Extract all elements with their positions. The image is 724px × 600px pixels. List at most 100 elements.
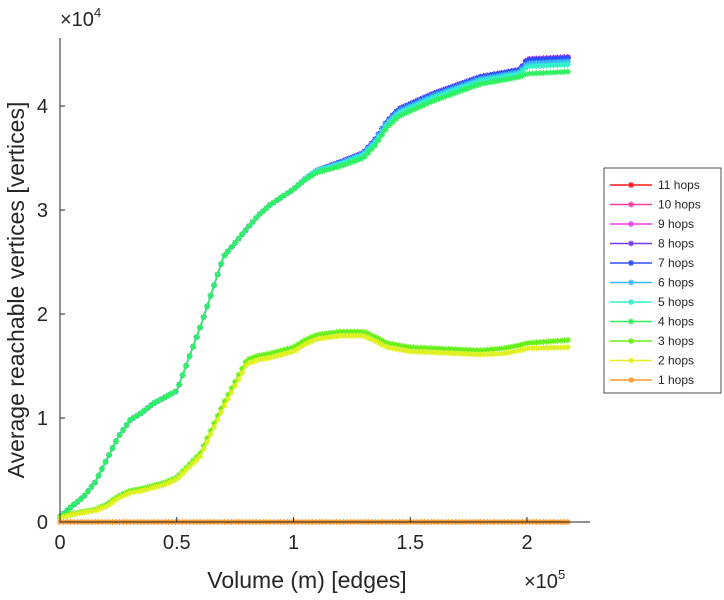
series-line bbox=[59, 56, 570, 518]
x-tick-label: 1 bbox=[288, 532, 299, 554]
data-point-marker bbox=[424, 97, 431, 104]
legend-label: 11 hops bbox=[658, 178, 700, 192]
data-point-marker bbox=[459, 87, 466, 94]
data-point-marker bbox=[386, 119, 393, 126]
data-point-marker bbox=[67, 504, 74, 511]
data-point-marker bbox=[361, 329, 368, 336]
data-point-marker bbox=[221, 252, 228, 259]
data-point-marker bbox=[417, 103, 424, 110]
data-point-marker bbox=[337, 328, 344, 335]
data-point-marker bbox=[459, 350, 466, 357]
series-6-hops bbox=[57, 58, 571, 520]
data-point-marker bbox=[554, 61, 561, 68]
legend-label: 8 hops bbox=[658, 237, 694, 251]
data-point-marker bbox=[200, 442, 207, 449]
data-point-marker bbox=[162, 481, 169, 488]
legend-marker bbox=[628, 377, 634, 383]
series-8-hops bbox=[57, 54, 571, 520]
data-point-marker bbox=[540, 69, 547, 76]
legend-item: 1 hops bbox=[610, 373, 694, 387]
data-point-marker bbox=[547, 56, 554, 63]
data-point-marker bbox=[386, 340, 393, 347]
data-point-marker bbox=[529, 339, 536, 346]
data-point-marker bbox=[200, 446, 207, 453]
series-line bbox=[59, 57, 570, 518]
series-line bbox=[59, 56, 570, 518]
data-point-marker bbox=[435, 345, 442, 352]
data-point-marker bbox=[547, 62, 554, 69]
data-point-marker bbox=[109, 499, 116, 506]
data-point-marker bbox=[400, 347, 407, 354]
data-point-marker bbox=[554, 337, 561, 344]
data-point-marker bbox=[305, 174, 312, 181]
data-point-marker bbox=[379, 337, 386, 344]
data-point-marker bbox=[242, 227, 249, 234]
data-point-marker bbox=[494, 78, 501, 85]
data-point-marker bbox=[354, 328, 361, 335]
data-point-marker bbox=[445, 350, 452, 357]
series-5-hops bbox=[57, 61, 571, 520]
data-point-marker bbox=[319, 331, 326, 338]
data-point-marker bbox=[431, 349, 438, 356]
data-point-marker bbox=[127, 417, 134, 424]
data-point-marker bbox=[407, 108, 414, 115]
data-point-marker bbox=[281, 350, 288, 357]
data-point-marker bbox=[519, 72, 526, 79]
data-point-marker bbox=[323, 167, 330, 174]
data-point-marker bbox=[382, 339, 389, 346]
data-point-marker bbox=[466, 351, 473, 358]
data-point-marker bbox=[547, 69, 554, 76]
data-point-marker bbox=[109, 445, 116, 452]
data-point-marker bbox=[410, 348, 417, 355]
data-point-marker bbox=[554, 69, 561, 76]
data-point-marker bbox=[393, 345, 400, 352]
data-point-marker bbox=[242, 363, 249, 370]
data-point-marker bbox=[298, 339, 305, 346]
data-point-marker bbox=[270, 349, 277, 356]
data-point-marker bbox=[424, 345, 431, 352]
data-point-marker bbox=[557, 55, 564, 62]
data-point-marker bbox=[557, 337, 564, 344]
data-point-marker bbox=[148, 485, 155, 492]
data-point-marker bbox=[151, 399, 158, 406]
data-point-marker bbox=[470, 351, 477, 358]
data-point-marker bbox=[134, 412, 141, 419]
data-point-marker bbox=[543, 344, 550, 351]
data-point-marker bbox=[239, 231, 246, 238]
data-point-marker bbox=[298, 179, 305, 186]
data-point-marker bbox=[550, 344, 557, 351]
data-point-marker bbox=[284, 345, 291, 352]
data-point-marker bbox=[130, 489, 137, 496]
legend: 11 hops 10 hops 9 hops 8 hops 7 hops 6 hops 5 … bbox=[603, 167, 722, 394]
data-point-marker bbox=[263, 351, 270, 358]
data-point-marker bbox=[463, 350, 470, 357]
data-point-marker bbox=[438, 349, 445, 356]
data-point-marker bbox=[407, 105, 414, 112]
data-point-marker bbox=[347, 328, 354, 335]
data-point-marker bbox=[393, 115, 400, 122]
data-point-marker bbox=[456, 350, 463, 357]
data-point-marker bbox=[389, 341, 396, 348]
data-point-marker bbox=[312, 170, 319, 177]
data-point-marker bbox=[428, 95, 435, 102]
data-point-marker bbox=[540, 59, 547, 66]
legend-label: 9 hops bbox=[658, 217, 694, 231]
data-point-marker bbox=[344, 328, 351, 335]
data-point-marker bbox=[375, 335, 382, 342]
data-point-marker bbox=[564, 61, 571, 68]
data-point-marker bbox=[71, 511, 78, 518]
data-point-marker bbox=[326, 334, 333, 341]
data-point-marker bbox=[270, 353, 277, 360]
data-point-marker bbox=[400, 343, 407, 350]
data-point-marker bbox=[106, 452, 113, 459]
data-point-marker bbox=[106, 501, 113, 508]
data-point-marker bbox=[501, 345, 508, 352]
data-point-marker bbox=[557, 344, 564, 351]
data-point-marker bbox=[470, 83, 477, 90]
data-point-marker bbox=[235, 235, 242, 242]
legend-marker bbox=[628, 240, 634, 247]
data-point-marker bbox=[190, 343, 197, 350]
data-point-marker bbox=[218, 405, 225, 412]
data-point-marker bbox=[491, 350, 498, 357]
series-2-hops bbox=[57, 332, 571, 521]
